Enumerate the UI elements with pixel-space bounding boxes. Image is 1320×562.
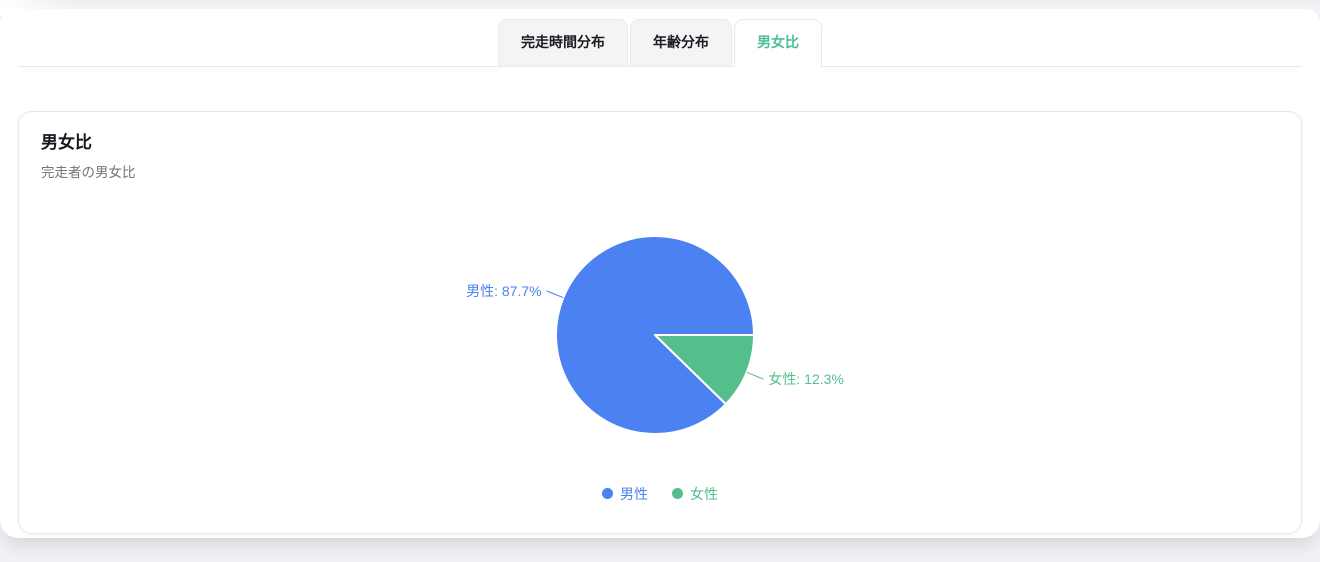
card-subtitle: 完走者の男女比 (41, 164, 136, 180)
legend-item-male: 男性 (602, 484, 648, 504)
legend-label-male: 男性 (620, 485, 648, 502)
content-panel: 完走時間分布 年齢分布 男女比 男女比 完走者の男女比 男性: 87.7% 女性:… (0, 9, 1320, 538)
pie-label-female: 女性: 12.3% (768, 371, 843, 387)
legend-dot-female-icon (672, 488, 683, 499)
tab-bar: 完走時間分布 年齢分布 男女比 (18, 9, 1302, 67)
pie-label-line-male (546, 289, 564, 298)
legend-dot-male-icon (602, 488, 613, 499)
tab-gender-ratio[interactable]: 男女比 (734, 19, 822, 66)
tab-finish-time-distribution[interactable]: 完走時間分布 (498, 19, 628, 66)
gender-ratio-card: 男女比 完走者の男女比 男性: 87.7% 女性: 12.3% 男性 女性 (18, 110, 1302, 534)
chart-legend: 男性 女性 (19, 484, 1301, 504)
card-title: 男女比 (41, 132, 92, 152)
pie-chart: 男性: 87.7% 女性: 12.3% (466, 234, 844, 435)
pie-label-line-female (746, 371, 764, 380)
tab-age-distribution[interactable]: 年齢分布 (630, 19, 732, 66)
legend-item-female: 女性 (672, 484, 718, 504)
pie-label-male: 男性: 87.7% (466, 282, 541, 298)
legend-label-female: 女性 (690, 485, 718, 502)
